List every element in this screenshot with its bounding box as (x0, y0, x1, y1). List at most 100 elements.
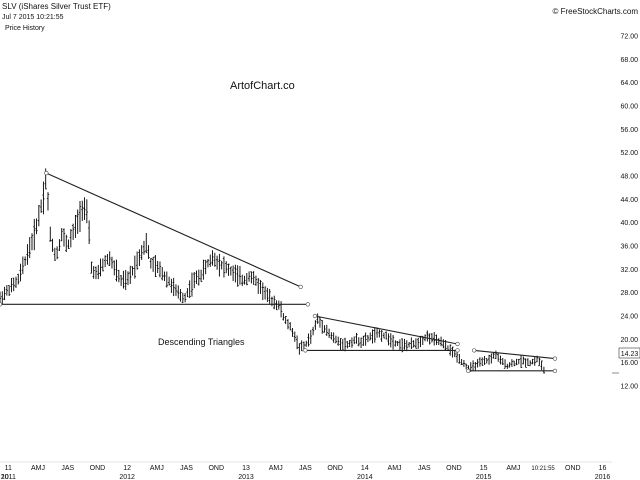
price-bar (81, 200, 84, 221)
price-bar (211, 250, 214, 266)
trendline-handle (466, 368, 471, 373)
price-bar (300, 340, 303, 352)
timestamp: Jul 7 2015 10:21:55 (2, 14, 64, 21)
price-bar (496, 353, 500, 362)
x-tick-label: 14 (361, 465, 369, 472)
price-bar (49, 226, 52, 242)
price-bar (474, 361, 477, 371)
y-tick-label: 12.00 (620, 384, 638, 391)
y-tick-label: 64.00 (620, 80, 638, 87)
price-bar (147, 245, 150, 259)
price-bar (122, 270, 125, 289)
price-bar (131, 266, 134, 276)
y-tick-label: 52.00 (620, 150, 638, 157)
price-bar (341, 339, 344, 351)
trendline-handle (303, 348, 308, 353)
watermark-text: ArtofChart.co (230, 80, 295, 92)
x-tick-label: JAS (61, 465, 74, 472)
price-bar (51, 238, 54, 252)
y-tick-label: 20.00 (620, 337, 638, 344)
price-bar (323, 325, 326, 333)
price-bar (55, 246, 59, 260)
chart-subtitle: Price History (5, 25, 45, 32)
price-bar (158, 261, 162, 278)
price-bar (471, 360, 475, 372)
price-bar (460, 358, 463, 366)
price-bar (0, 291, 2, 304)
price-bar (305, 340, 308, 347)
price-bar (362, 335, 365, 346)
price-bar (135, 251, 139, 270)
price-bar (492, 352, 495, 359)
price-bar (92, 266, 95, 279)
x-axis: 11 2011 AMJ JAS OND 12 2012 AMJ JAS OND 13 2013 AMJ J… (0, 461, 612, 480)
price-bar (90, 261, 93, 274)
price-bar (309, 330, 312, 344)
price-bar (391, 335, 395, 350)
price-bar (227, 263, 230, 276)
price-bar (494, 350, 498, 360)
price-bar (179, 289, 182, 302)
price-bar (453, 350, 456, 358)
price-bar (261, 282, 265, 301)
trendline[interactable] (472, 348, 558, 361)
trendline-handle (312, 313, 318, 319)
price-bar (387, 333, 390, 346)
x-tick-label: 12 (123, 465, 131, 472)
price-bar (220, 260, 223, 270)
price-bar (1, 291, 4, 305)
price-bar (19, 263, 22, 282)
x-year-label: 2012 (119, 474, 135, 480)
x-tick-label: AMJ (269, 465, 283, 472)
price-bar (243, 275, 246, 285)
price-bar (215, 255, 219, 270)
trendline[interactable] (0, 302, 310, 307)
price-bar (426, 330, 429, 342)
price-bar (501, 357, 504, 366)
price-bar (151, 256, 155, 272)
price-bar (78, 201, 82, 233)
trendline-handle (455, 348, 460, 353)
x-tick-label: OND (327, 465, 343, 472)
x-year-label: 2014 (357, 474, 373, 480)
trendline[interactable] (44, 170, 303, 289)
copyright-link[interactable]: © FreeStockCharts.com (553, 7, 639, 16)
x-tick-label: OND (565, 465, 581, 472)
price-bar (430, 333, 434, 343)
price-bar (451, 346, 454, 358)
y-tick-label: 24.00 (620, 314, 638, 321)
price-bar (263, 286, 267, 300)
price-bar (35, 218, 38, 235)
price-bar (508, 362, 511, 368)
price-bar (33, 218, 36, 251)
price-bar (350, 337, 354, 348)
price-bar (533, 356, 536, 366)
price-bar (247, 271, 251, 282)
price-bar (346, 341, 349, 349)
y-tick-label: 60.00 (620, 104, 638, 111)
price-bar (483, 355, 486, 365)
trendline[interactable] (303, 348, 460, 353)
price-bar (76, 209, 79, 234)
price-bar (110, 256, 114, 269)
x-tick-label: 13 (242, 465, 250, 472)
price-bar (37, 204, 41, 227)
trendline-handle (455, 341, 460, 347)
y-tick-label: 72.00 (620, 34, 638, 41)
price-bar (478, 357, 482, 367)
price-bar (206, 259, 210, 268)
price-bar (149, 258, 153, 269)
price-bar (279, 301, 283, 318)
price-bar (273, 295, 276, 310)
trendline[interactable] (466, 368, 558, 373)
price-bar (364, 332, 367, 346)
price-bar (12, 277, 15, 292)
price-bar (218, 253, 221, 277)
price-bar (487, 354, 491, 365)
price-bar (241, 274, 244, 287)
price-bar (259, 280, 262, 294)
price-bar (190, 272, 194, 297)
trendline[interactable] (312, 313, 460, 347)
price-bar (106, 254, 109, 265)
price-bar (412, 340, 415, 348)
